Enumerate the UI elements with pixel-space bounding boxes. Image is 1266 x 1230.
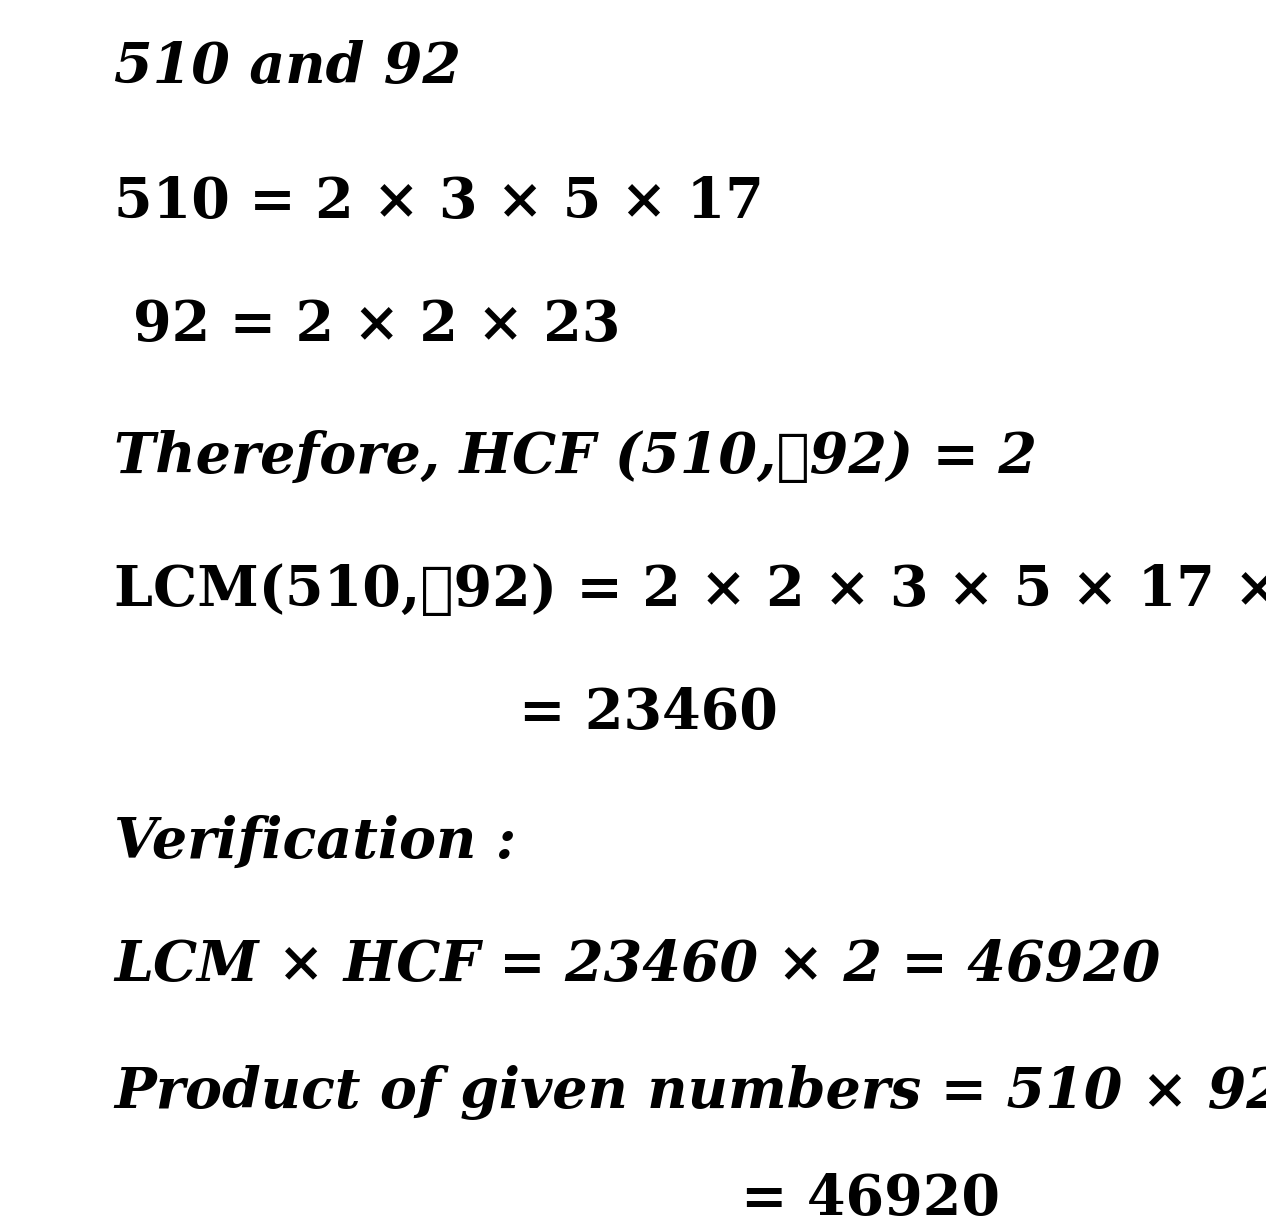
Text: Verification :: Verification : (114, 815, 517, 870)
Text: 510 = 2 × 3 × 5 × 17: 510 = 2 × 3 × 5 × 17 (114, 176, 763, 230)
Text: LCM × HCF = 23460 × 2 = 46920: LCM × HCF = 23460 × 2 = 46920 (114, 938, 1161, 993)
Text: LCM(510,‧92) = 2 × 2 × 3 × 5 × 17 × 23: LCM(510,‧92) = 2 × 2 × 3 × 5 × 17 × 23 (114, 563, 1266, 617)
Text: 92 = 2 × 2 × 23: 92 = 2 × 2 × 23 (133, 299, 620, 353)
Text: = 46920: = 46920 (741, 1172, 1000, 1226)
Text: Therefore, HCF (510,‧92) = 2: Therefore, HCF (510,‧92) = 2 (114, 430, 1037, 485)
Text: Product of given numbers = 510 × 92: Product of given numbers = 510 × 92 (114, 1065, 1266, 1119)
Text: 510 and 92: 510 and 92 (114, 41, 461, 95)
Text: = 23460: = 23460 (519, 686, 777, 740)
